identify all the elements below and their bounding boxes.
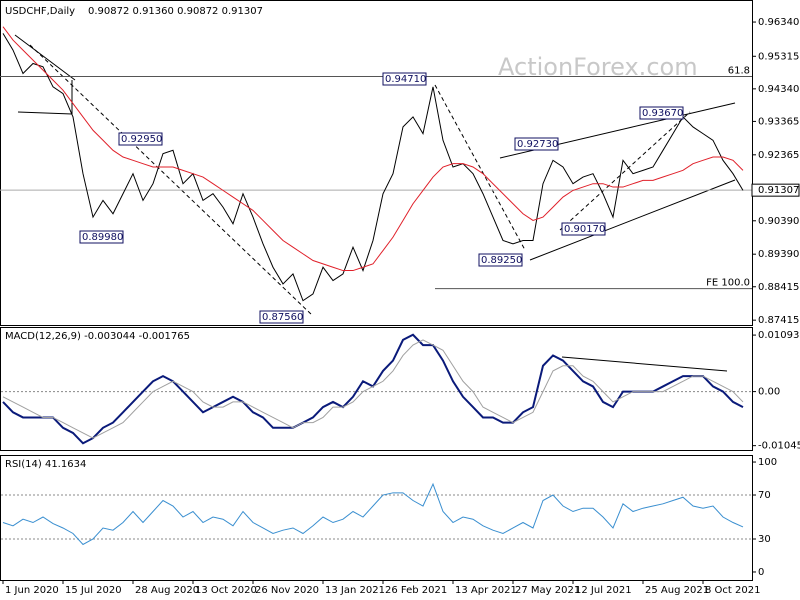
- y-tick-label: 0: [758, 567, 764, 578]
- y-tick-label: 0.89390: [758, 249, 799, 260]
- annotation-box: [79, 230, 124, 244]
- annotation-box: [561, 222, 606, 236]
- x-tick-label: 15 Jul 2020: [65, 585, 122, 596]
- y-tick-label: 0.95315: [758, 51, 799, 62]
- annotation: 0.89980: [82, 232, 123, 243]
- chart-subtitle: 0.90872 0.91360 0.90872 0.91307: [88, 6, 263, 17]
- y-tick-label: 0.00: [758, 387, 780, 398]
- annotation-box: [514, 137, 559, 151]
- macd-title: MACD(12,26,9) -0.003044 -0.001765: [5, 331, 190, 342]
- dashed-line: [559, 111, 691, 231]
- y-tick-label: 100: [758, 457, 777, 468]
- y-tick-label: 0.90390: [758, 216, 799, 227]
- x-tick-label: 8 Oct 2021: [705, 585, 760, 596]
- x-tick-label: 13 Apr 2021: [455, 585, 517, 596]
- y-tick-label: 0.010935: [758, 330, 800, 341]
- y-tick-label: 0.92365: [758, 150, 799, 161]
- y-tick-label: 0.87415: [758, 315, 799, 326]
- annotation: 0.87560: [262, 312, 303, 323]
- dashed-line: [29, 44, 314, 317]
- trendline: [529, 179, 736, 261]
- x-tick-label: 28 Aug 2020: [135, 585, 199, 596]
- x-tick-label: 13 Oct 2020: [195, 585, 257, 596]
- annotation-box: [639, 106, 684, 120]
- dashed-line: [434, 84, 526, 251]
- series-line: [2, 26, 744, 272]
- annotation-box: [382, 72, 427, 86]
- annotation: 0.92730: [517, 139, 558, 150]
- price-tag: [751, 183, 800, 197]
- x-tick-label: 13 Jan 2021: [325, 585, 385, 596]
- rsi-title: RSI(14) 41.1634: [5, 459, 86, 470]
- y-tick-label: 0.88415: [758, 282, 799, 293]
- level-label: FE 100.0: [706, 278, 750, 289]
- annotation: 0.93670: [642, 108, 683, 119]
- y-tick-label: 0.96340: [758, 17, 799, 28]
- series-line: [2, 482, 744, 546]
- annotation: 0.94710: [385, 74, 426, 85]
- y-tick-label: 30: [758, 534, 771, 545]
- x-tick-label: 26 Feb 2021: [385, 585, 447, 596]
- annotation-box: [118, 132, 163, 146]
- price-tag-label: 0.91307: [758, 185, 799, 196]
- annotation: 0.90170: [564, 224, 605, 235]
- y-tick-label: -0.010459: [758, 441, 800, 452]
- y-tick-label: 70: [758, 490, 771, 501]
- trendlines: [14, 34, 736, 372]
- price-panel: [0, 0, 753, 326]
- annotation-box: [478, 253, 523, 267]
- level-label: 61.8: [728, 65, 750, 76]
- series-line: [2, 339, 744, 439]
- x-tick-label: 12 Jul 2021: [575, 585, 632, 596]
- trendline: [14, 34, 76, 81]
- chart-title: USDCHF,Daily: [5, 6, 75, 17]
- trendline: [561, 356, 728, 372]
- x-tick-label: 26 Nov 2020: [255, 585, 319, 596]
- macd-panel: [0, 327, 753, 451]
- trendline: [17, 111, 73, 115]
- annotation: 0.89250: [481, 255, 522, 266]
- series-line: [2, 33, 744, 302]
- x-tick-label: 1 Jun 2020: [5, 585, 59, 596]
- y-tick-label: 0.94340: [758, 84, 799, 95]
- annotation: 0.92950: [121, 134, 162, 145]
- rsi-panel: [0, 455, 753, 581]
- x-tick-label: 25 Aug 2021: [645, 585, 709, 596]
- x-tick-label: 27 May 2021: [515, 585, 580, 596]
- annotation-box: [259, 310, 304, 324]
- y-tick-label: 0.93365: [758, 116, 799, 127]
